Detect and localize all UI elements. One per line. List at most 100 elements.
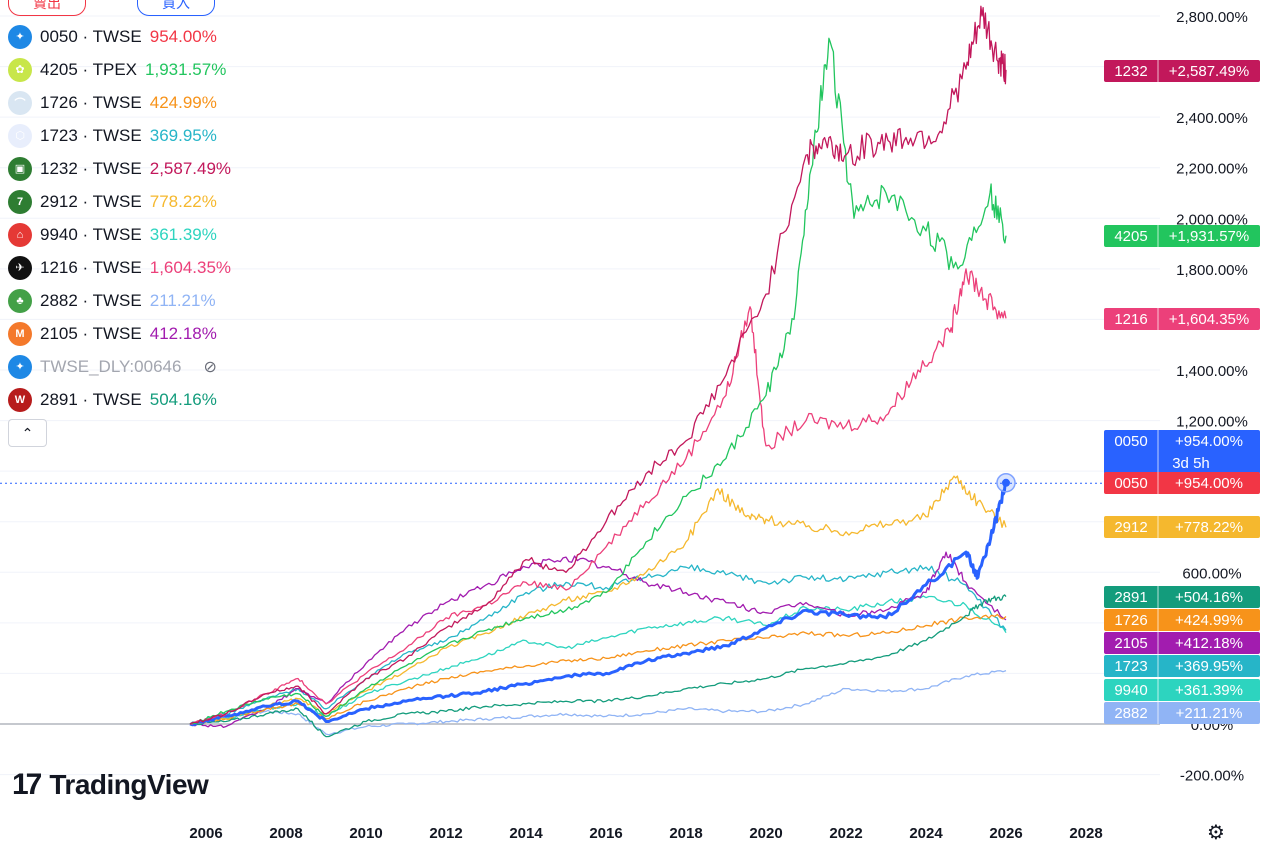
label-value: +369.95% bbox=[1175, 658, 1243, 675]
x-tick-label: 2020 bbox=[749, 825, 782, 842]
label-symbol: 2882 bbox=[1114, 705, 1147, 722]
series-line-1723 bbox=[189, 564, 1007, 725]
rainbow-icon: ⌒ bbox=[8, 90, 32, 115]
hidden-eye-icon[interactable]: ⊘ bbox=[203, 358, 217, 376]
label-bg bbox=[1104, 655, 1260, 677]
bread-icon: ▣ bbox=[8, 156, 32, 181]
time-axis: 2006 2008 2010 2012 2014 2016 2018 2020 2022 2024… bbox=[189, 825, 1102, 842]
label-symbol: 2891 bbox=[1114, 589, 1147, 606]
legend-value: 369.95% bbox=[149, 125, 217, 145]
label-value: +211.21% bbox=[1176, 705, 1243, 722]
legend-value: 1,931.57% bbox=[145, 59, 227, 79]
y-tick-label: 1,200.00% bbox=[1176, 414, 1248, 431]
label-symbol: 1723 bbox=[1114, 658, 1147, 675]
price-label-1726: 1726 +424.99% bbox=[1104, 609, 1260, 631]
x-tick-label: 2016 bbox=[589, 825, 622, 842]
price-label-0050-live: 0050 +954.00% 3d 5h bbox=[1104, 430, 1260, 474]
price-label-2891: 2891 +504.16% bbox=[1104, 586, 1260, 608]
legend-symbol: 2105 · TWSE bbox=[40, 323, 142, 343]
legend-symbol: 0050 · TWSE bbox=[40, 26, 142, 46]
series-line-2912 bbox=[189, 475, 1007, 725]
collapse-legend-button[interactable]: ⌃ bbox=[8, 419, 47, 447]
series-line-1232 bbox=[189, 5, 1007, 725]
series-line-1216 bbox=[190, 268, 1007, 725]
legend-value: 778.22% bbox=[149, 191, 217, 211]
x-tick-label: 2008 bbox=[269, 825, 302, 842]
label-symbol: 1216 bbox=[1114, 311, 1147, 328]
tree-icon: ♣ bbox=[8, 288, 32, 313]
y-tick-label: 600.00% bbox=[1182, 565, 1241, 582]
settings-icon[interactable]: ⚙ bbox=[1207, 822, 1225, 844]
legend-symbol: TWSE_DLY:00646 bbox=[40, 356, 182, 376]
label-bg bbox=[1104, 225, 1260, 247]
legend-symbol: 1723 · TWSE bbox=[40, 125, 142, 145]
legend-symbol: 2891 · TWSE bbox=[40, 389, 142, 409]
price-label-1232: 1232 +2,587.49% bbox=[1104, 60, 1260, 82]
legend-item[interactable]: ✦ 0050 · TWSE 954.00% bbox=[8, 20, 231, 53]
legend-item[interactable]: ✿ 4205 · TPEX 1,931.57% bbox=[8, 53, 231, 86]
legend-item[interactable]: ⬡ 1723 · TWSE 369.95% bbox=[8, 119, 231, 152]
label-bg bbox=[1104, 609, 1260, 631]
legend-item[interactable]: ✈ 1216 · TWSE 1,604.35% bbox=[8, 251, 231, 284]
legend-value: 424.99% bbox=[149, 92, 217, 112]
x-tick-label: 2022 bbox=[829, 825, 862, 842]
legend-item[interactable]: ⌂ 9940 · TWSE 361.39% bbox=[8, 218, 231, 251]
legend-item[interactable]: ✦ TWSE_DLY:00646 ⊘ bbox=[8, 350, 231, 383]
buy-button[interactable]: 買入 bbox=[137, 0, 215, 16]
label-symbol: 4205 bbox=[1114, 228, 1147, 245]
x-tick-label: 2018 bbox=[669, 825, 702, 842]
tradingview-logo: 17 TradingView bbox=[12, 768, 209, 802]
sell-button[interactable]: 賣出 bbox=[8, 0, 86, 16]
legend-value: 954.00% bbox=[149, 26, 217, 46]
legend-item[interactable]: M 2105 · TWSE 412.18% bbox=[8, 317, 231, 350]
series-price-labels: 0050 +954.00% 3d 5h 1232 +2,587.49% 4205 +1,93… bbox=[1104, 60, 1260, 724]
legend-value: 1,604.35% bbox=[149, 257, 232, 277]
label-bg bbox=[1104, 679, 1260, 701]
legend-item[interactable]: 7 2912 · TWSE 778.22% bbox=[8, 185, 231, 218]
label-symbol: 0050 bbox=[1114, 475, 1147, 492]
label-bg bbox=[1104, 702, 1260, 724]
series-line-1726 bbox=[190, 613, 1007, 725]
hex-icon: ⬡ bbox=[8, 123, 32, 148]
label-symbol: 0050 bbox=[1114, 433, 1147, 450]
legend-value: 211.21% bbox=[149, 290, 216, 310]
label-symbol: 2912 bbox=[1114, 519, 1147, 536]
bird-icon: ✈ bbox=[8, 255, 32, 280]
x-tick-label: 2026 bbox=[989, 825, 1022, 842]
legend-item[interactable]: ▣ 1232 · TWSE 2,587.49% bbox=[8, 152, 231, 185]
legend-item[interactable]: ⌒ 1726 · TWSE 424.99% bbox=[8, 86, 231, 119]
legend-item[interactable]: ♣ 2882 · TWSE 211.21% bbox=[8, 284, 231, 317]
compass-icon: ✦ bbox=[8, 354, 32, 379]
label-bg bbox=[1104, 308, 1260, 330]
series-line-2891 bbox=[189, 594, 1007, 738]
y-tick-label: 2,800.00% bbox=[1176, 9, 1248, 26]
series-line-0050 bbox=[189, 481, 1008, 727]
label-value: +424.99% bbox=[1175, 612, 1243, 629]
x-tick-label: 2012 bbox=[429, 825, 462, 842]
w-icon: W bbox=[8, 387, 32, 412]
compass-icon: ✦ bbox=[8, 24, 32, 49]
house-icon: ⌂ bbox=[8, 222, 32, 247]
y-tick-label: 2,400.00% bbox=[1176, 110, 1248, 127]
m-icon: M bbox=[8, 321, 32, 346]
legend-value: 2,587.49% bbox=[149, 158, 232, 178]
legend-symbol: 2882 · TWSE bbox=[40, 290, 142, 310]
y-tick-label: 2,000.00% bbox=[1176, 211, 1248, 228]
label-bg bbox=[1104, 430, 1260, 474]
legend-symbol: 4205 · TPEX bbox=[40, 59, 138, 79]
x-tick-label: 2010 bbox=[349, 825, 382, 842]
legend-item[interactable]: W 2891 · TWSE 504.16% bbox=[8, 383, 231, 416]
y-tick-label: 1,400.00% bbox=[1176, 363, 1248, 380]
y-tick-label: 2,200.00% bbox=[1176, 161, 1248, 178]
price-label-0050: 0050 +954.00% bbox=[1104, 472, 1260, 494]
series-layer bbox=[189, 5, 1016, 738]
label-symbol: 1726 bbox=[1114, 612, 1147, 629]
label-value: +954.00% bbox=[1175, 475, 1243, 492]
label-bg bbox=[1104, 516, 1260, 538]
label-value: +412.18% bbox=[1175, 635, 1243, 652]
legend-value: 504.16% bbox=[149, 389, 217, 409]
price-label-2882: 2882 +211.21% bbox=[1104, 702, 1260, 724]
x-tick-label: 2028 bbox=[1069, 825, 1102, 842]
label-value: +2,587.49% bbox=[1169, 63, 1250, 80]
